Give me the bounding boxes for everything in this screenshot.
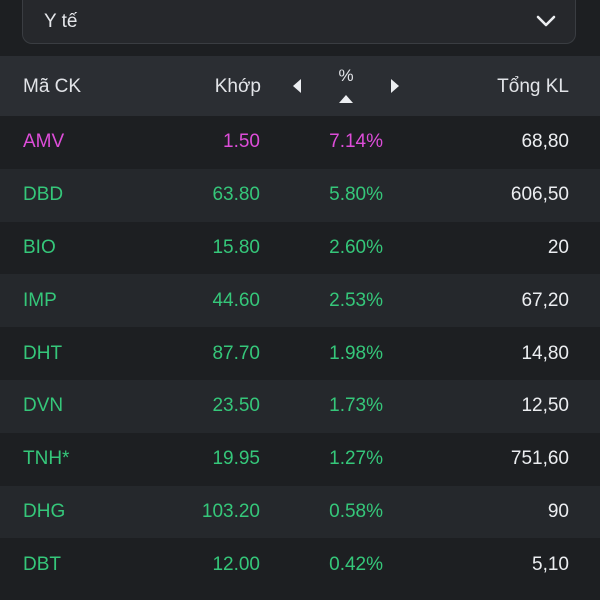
table-row[interactable]: AMV 1.50 7.14% 68,80 — [0, 116, 600, 169]
total-volume: 14,80 — [521, 342, 569, 364]
table-row[interactable]: DHT 87.70 1.98% 14,80 — [0, 327, 600, 380]
stock-symbol: DBD — [23, 184, 64, 206]
match-price: 103.20 — [201, 500, 260, 522]
total-volume: 67,20 — [521, 289, 569, 311]
percent-change: 5.80% — [329, 184, 383, 206]
match-price: 15.80 — [212, 236, 260, 258]
header-symbol: Mã CK — [23, 76, 82, 97]
percent-change: 1.98% — [329, 342, 383, 364]
stock-symbol: DHG — [23, 500, 66, 522]
industry-dropdown-label: Y tế — [44, 11, 78, 32]
caret-right-icon[interactable] — [388, 76, 402, 96]
stock-symbol: DHT — [23, 342, 63, 364]
percent-change: 2.53% — [329, 289, 383, 311]
percent-change: 1.27% — [329, 448, 383, 470]
percent-change: 0.42% — [329, 553, 383, 575]
header-volume: Tổng KL — [497, 76, 569, 97]
header-percent-sort[interactable]: % — [320, 66, 372, 110]
match-price: 87.70 — [212, 342, 260, 364]
table-header: Mã CK Khớp Tổng KL — [0, 56, 600, 116]
stock-symbol: DVN — [23, 395, 64, 417]
percent-change: 1.73% — [329, 395, 383, 417]
sort-up-icon — [339, 95, 353, 103]
percent-change: 2.60% — [329, 236, 383, 258]
total-volume: 12,50 — [521, 395, 569, 417]
percent-change: 0.58% — [329, 500, 383, 522]
table-row[interactable]: BIO 15.80 2.60% 20 — [0, 221, 600, 275]
match-price: 23.50 — [212, 395, 260, 417]
table-row[interactable]: DHG 103.20 0.58% 90 — [0, 485, 600, 539]
table-row[interactable]: DBD 63.80 5.80% 606,50 — [0, 168, 600, 222]
stock-symbol: BIO — [23, 236, 56, 258]
match-price: 63.80 — [212, 184, 260, 206]
total-volume: 20 — [547, 236, 569, 258]
stock-symbol: IMP — [23, 289, 57, 311]
stock-list: AMV 1.50 7.14% 68,80 DBD 63.80 5.80% 606,50 BIO 1… — [0, 116, 600, 592]
caret-left-icon[interactable] — [290, 76, 304, 96]
table-row[interactable]: DBT 12.00 0.42% 5,10 — [0, 538, 600, 592]
total-volume: 68,80 — [521, 131, 569, 153]
match-price: 19.95 — [212, 448, 260, 470]
total-volume: 606,50 — [510, 184, 569, 206]
table-row[interactable]: TNH* 19.95 1.27% 751,60 — [0, 432, 600, 486]
percent-change: 7.14% — [329, 131, 383, 153]
header-price: Khớp — [214, 76, 261, 97]
total-volume: 90 — [547, 500, 569, 522]
total-volume: 5,10 — [532, 553, 569, 575]
match-price: 1.50 — [223, 131, 260, 153]
match-price: 12.00 — [212, 553, 260, 575]
table-row[interactable]: IMP 44.60 2.53% 67,20 — [0, 274, 600, 328]
stock-symbol: TNH* — [23, 448, 70, 470]
match-price: 44.60 — [212, 289, 260, 311]
industry-dropdown[interactable]: Y tế — [22, 0, 576, 44]
stock-symbol: DBT — [23, 553, 61, 575]
chevron-down-icon — [536, 15, 556, 27]
total-volume: 751,60 — [510, 448, 569, 470]
top-bar: Y tế — [0, 0, 600, 56]
stock-symbol: AMV — [23, 131, 65, 153]
table-row[interactable]: DVN 23.50 1.73% 12,50 — [0, 379, 600, 433]
header-percent: % — [338, 66, 354, 85]
